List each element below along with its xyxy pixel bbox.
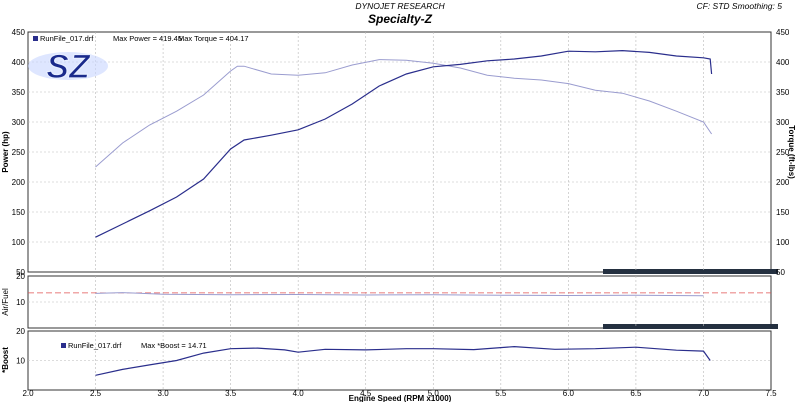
afr-tick-label: 20 [16,272,25,281]
torque-tick-label: 150 [776,208,790,217]
rpm-tick-label: 5.0 [428,389,440,398]
power-tick-label: 150 [12,208,26,217]
rpm-tick-label: 6.0 [563,389,575,398]
boost-grid [28,331,771,390]
legend-max-torque: Max Torque = 404.17 [178,34,249,43]
power-line [95,49,713,238]
power-tick-label: 350 [12,88,26,97]
torque-tick-label: 450 [776,28,790,37]
power-grid [28,32,771,272]
torque-tick-label: 400 [776,58,790,67]
rpm-ticks: 2.0 2.5 3.0 3.5 4.0 4.5 5.0 5.5 6.0 6.5 7.0 7.5 [22,389,777,398]
power-tick-label: 300 [12,118,26,127]
torque-tick-label: 200 [776,178,790,187]
rpm-tick-label: 7.5 [765,389,777,398]
power-panel-frame [27,31,772,273]
legend-swatch [33,36,38,41]
power-tick-label: 400 [12,58,26,67]
torque-tick-label: 50 [776,268,785,277]
afr-ticks: 10 20 [16,272,25,307]
rpm-tick-label: 4.5 [360,389,372,398]
rpm-tick-label: 3.5 [225,389,237,398]
boost-legend: RunFile_017.drf Max *Boost = 14.71 [61,341,207,350]
afr-tick-label: 10 [16,298,25,307]
chart-title: Specialty-Z [368,12,433,26]
rpm-tick-label: 4.0 [293,389,305,398]
power-tick-label: 100 [12,238,26,247]
afr-grid [28,276,771,328]
afr-panel-frame [27,275,772,329]
legend-max-boost: Max *Boost = 14.71 [141,341,207,350]
boost-ticks: 10 20 [16,327,25,366]
power-tick-label: 50 [16,268,25,277]
power-legend: RunFile_017.drf Max Power = 419.45 Max T… [33,34,249,43]
power-axis-label: Power (hp) [1,131,10,173]
torque-tick-label: 350 [776,88,790,97]
legend-swatch [61,343,66,348]
rpm-tick-label: 7.0 [698,389,710,398]
rpm-tick-label: 5.5 [495,389,507,398]
torque-axis-label: Torque (ft-lbs) [787,125,796,179]
torque-ticks-right: 50 100 150 200 250 300 350 400 450 [776,28,790,277]
panel-band-top [603,269,778,274]
legend-max-power: Max Power = 419.45 [113,34,182,43]
boost-tick-label: 20 [16,327,25,336]
power-ticks-left: 50 100 150 200 250 300 350 400 450 [12,28,26,277]
panel-frames [27,31,778,391]
power-tick-label: 250 [12,148,26,157]
boost-line [95,345,711,376]
boost-panel-frame [27,330,772,391]
rpm-tick-label: 6.5 [630,389,642,398]
power-tick-label: 200 [12,178,26,187]
legend-file-boost: RunFile_017.drf [68,341,122,350]
torque-tick-label: 100 [776,238,790,247]
run-info: CF: STD Smoothing: 5 [696,1,782,11]
torque-tick-label: 250 [776,148,790,157]
rpm-tick-label: 3.0 [158,389,170,398]
afr-line [95,292,704,297]
company-name: DYNOJET RESEARCH [355,1,445,11]
torque-tick-label: 300 [776,118,790,127]
rpm-tick-label: 2.5 [90,389,102,398]
rpm-axis-label: Engine Speed (RPM x1000) [349,394,452,402]
rpm-tick-label: 2.0 [22,389,34,398]
power-tick-label: 450 [12,28,26,37]
boost-tick-label: 10 [16,357,25,366]
panel-band-middle [603,324,778,329]
afr-axis-label: Air/Fuel [1,288,10,316]
logo-text: SZ [46,48,91,86]
torque-line [95,59,713,168]
boost-axis-label: *Boost [1,347,10,373]
sz-logo: SZ [28,47,108,87]
legend-file: RunFile_017.drf [40,34,94,43]
